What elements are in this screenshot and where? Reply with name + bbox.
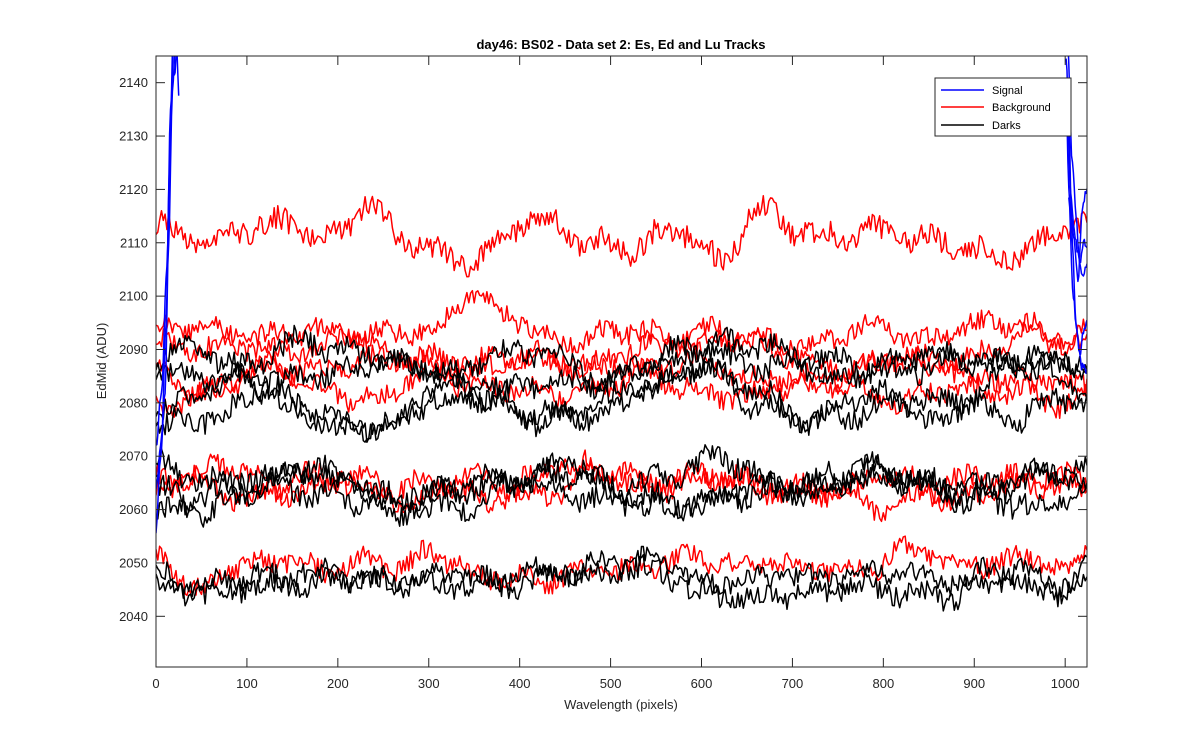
signal-series-line (1068, 197, 1087, 375)
y-tick-label: 2120 (119, 182, 148, 197)
background-series-line (156, 314, 1087, 383)
y-tick-label: 2040 (119, 609, 148, 624)
x-tick-label: 700 (782, 676, 804, 691)
x-tick-label: 0 (152, 676, 159, 691)
x-tick-label: 800 (872, 676, 894, 691)
y-tick-label: 2080 (119, 395, 148, 410)
darks-series-line (156, 545, 1087, 600)
plot-area-frame (155, 55, 1088, 668)
y-tick-label: 2060 (119, 502, 148, 517)
y-tick-label: 2140 (119, 75, 148, 90)
darks-series-line (156, 326, 1087, 394)
x-tick-label: 1000 (1051, 676, 1080, 691)
signal-series-line (156, 56, 174, 446)
legend-label-signal: Signal (992, 85, 1023, 97)
y-tick-label: 2130 (119, 129, 148, 144)
chart-title: day46: BS02 - Data set 2: Es, Ed and Lu … (476, 37, 765, 52)
x-axis: 0 100 200 300 400 500 600 700 800 900 1000 (152, 56, 1080, 691)
series-layer (156, 56, 1087, 612)
y-tick-label: 2110 (120, 235, 148, 250)
y-axis-label: EdMid (ADU) (94, 323, 109, 400)
x-tick-label: 900 (963, 676, 985, 691)
y-tick-label: 2100 (119, 289, 148, 304)
x-tick-label: 200 (327, 676, 349, 691)
x-tick-label: 300 (418, 676, 440, 691)
y-tick-label: 2070 (119, 449, 148, 464)
x-tick-label: 100 (236, 676, 258, 691)
x-tick-label: 400 (509, 676, 531, 691)
y-axis: 2040 2050 2060 2070 2080 2090 2100 2110 2120 2130… (119, 75, 1087, 624)
signal-series-line (156, 56, 174, 490)
background-series-line (156, 195, 1087, 278)
y-tick-label: 2090 (119, 342, 148, 357)
x-tick-label: 500 (600, 676, 622, 691)
y-tick-label: 2050 (119, 555, 148, 570)
darks-series-line (156, 444, 1087, 527)
darks-series-line (156, 324, 1087, 413)
legend-label-darks: Darks (992, 120, 1021, 132)
signal-series-line (173, 56, 180, 96)
darks-series-line (156, 358, 1087, 444)
background-series-line (156, 535, 1087, 597)
darks-series-line (156, 550, 1087, 612)
legend: Signal Background Darks (934, 77, 1072, 137)
signal-series-line (156, 56, 176, 534)
x-tick-label: 600 (691, 676, 713, 691)
background-series-line (156, 453, 1087, 514)
legend-label-background: Background (992, 102, 1051, 114)
x-axis-label: Wavelength (pixels) (564, 697, 678, 712)
signal-series-line (1064, 83, 1087, 283)
